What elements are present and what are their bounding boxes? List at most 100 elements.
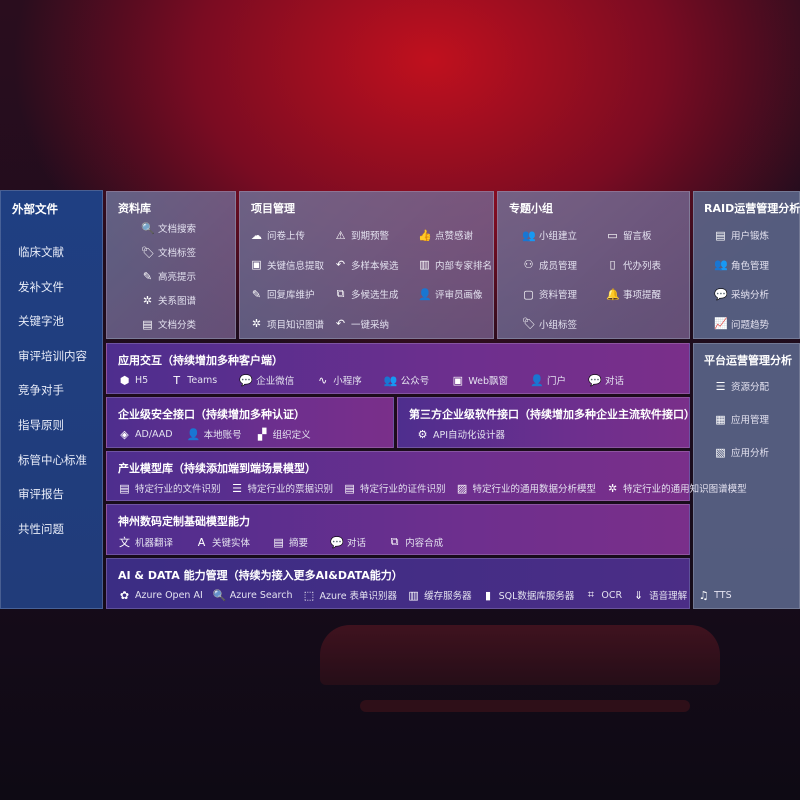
item-group[interactable]: 👥 小组建立 <box>522 228 577 243</box>
item-cloud-upload[interactable]: ☁ 问卷上传 <box>250 228 306 243</box>
item-chat[interactable]: 💬 对话 <box>588 373 624 388</box>
item-doc-search[interactable]: 🔍 Azure Search <box>213 589 293 602</box>
item-cache[interactable]: ▥ 缓存服务器 <box>407 588 472 603</box>
item-gear[interactable]: ⚙ API自动化设计器 <box>416 427 505 442</box>
item-file[interactable]: ▤ 特定行业的文件识别 <box>118 481 220 496</box>
item-window[interactable]: ▣ 关键信息提取 <box>250 258 324 272</box>
item-label: 内部专家排名 <box>435 260 493 272</box>
item-reply[interactable]: ↶ 多样本候选 <box>334 258 399 272</box>
sidebar-item[interactable]: 发补文件 <box>18 279 64 294</box>
item-graph[interactable]: ✲ 项目知识图谱 <box>250 317 324 331</box>
item-tts[interactable]: ♫ TTS <box>697 589 732 602</box>
item-label: 成员管理 <box>539 260 578 272</box>
sidebar-item[interactable]: 共性问题 <box>18 521 64 536</box>
item-entity[interactable]: A 关键实体 <box>195 535 250 550</box>
item-translate[interactable]: 文机器翻译 <box>118 534 173 550</box>
user-add-icon: ⚇ <box>523 258 534 271</box>
item-graph[interactable]: ✲ 关系图谱 <box>141 293 196 308</box>
item-tag[interactable]: 🏷 小组标签 <box>522 317 577 331</box>
item-wechat[interactable]: 💬 企业微信 <box>239 373 295 388</box>
apps-icon: ▦ <box>715 412 726 426</box>
item-person[interactable]: 👤 评审员画像 <box>418 287 483 302</box>
item-qa[interactable]: 💬 采纳分析 <box>714 287 769 302</box>
item-label: H5 <box>135 374 149 386</box>
item-portal[interactable]: 👤 门户 <box>530 373 566 388</box>
item-label: OCR <box>601 589 623 601</box>
item-chat[interactable]: 💬 对话 <box>330 535 366 550</box>
item-apps[interactable]: ▦ 应用管理 <box>714 412 769 427</box>
item-label: Azure Search <box>229 589 293 601</box>
sidebar-item[interactable]: 指导原则 <box>18 418 64 432</box>
item-graph[interactable]: ✲ 特定行业的通用知识图谱模型 <box>606 481 747 496</box>
item-database[interactable]: ▮ SQL数据库服务器 <box>482 588 574 603</box>
puzzle-icon: ⧉ <box>336 287 345 300</box>
item-teams[interactable]: T Teams <box>170 374 217 387</box>
item-reply[interactable]: ↶ 一键采纳 <box>334 317 389 331</box>
sidebar-item[interactable]: 审评培训内容 <box>18 348 87 363</box>
item-doc[interactable]: ▤ 摘要 <box>272 535 308 550</box>
item-bbs[interactable]: ▭ 留言板 <box>606 228 651 243</box>
item-user-add[interactable]: ⚇ 成员管理 <box>522 258 577 272</box>
item-id-card[interactable]: ▤ 特定行业的证件识别 <box>343 481 445 496</box>
item-id-card[interactable]: ▤ 用户锻炼 <box>714 228 769 243</box>
item-html5[interactable]: ⬢ H5 <box>118 374 149 387</box>
panel-topic-group: 专题小组 👥 小组建立 ▭ 留言板 ⚇ 成员管理 ▯ 代办列表 ▢ 资料管理 🔔 事项提醒 🏷 小组标签 <box>497 191 690 339</box>
item-ranking[interactable]: ▥ 内部专家排名 <box>418 258 492 272</box>
openai-icon: ✿ <box>119 588 130 602</box>
panel-title: 第三方企业级软件接口（持续增加多种企业主流软件接口） <box>409 408 695 421</box>
item-pen[interactable]: ✎ 高亮提示 <box>141 269 196 284</box>
item-openai[interactable]: ✿ Azure Open AI <box>118 589 203 602</box>
item-group[interactable]: 👥 公众号 <box>384 373 430 388</box>
item-doc-search[interactable]: 🔍 文档搜索 <box>141 221 196 236</box>
item-doc-category[interactable]: ▤ 文档分类 <box>141 317 196 332</box>
item-label: 缓存服务器 <box>424 591 472 602</box>
item-ocr[interactable]: ⌗ OCR <box>584 588 622 602</box>
item-clipboard[interactable]: ▯ 代办列表 <box>606 258 661 272</box>
group-icon: 👥 <box>522 228 536 242</box>
graph-icon: ✲ <box>251 317 262 330</box>
thumbs-up-icon: 👍 <box>418 228 432 242</box>
panel-title: 应用交互（持续增加多种客户端） <box>118 354 283 367</box>
item-puzzle[interactable]: ⧉ 内容合成 <box>388 535 443 549</box>
item-label: 问卷上传 <box>267 231 306 242</box>
item-miniprogram[interactable]: ∿ 小程序 <box>316 373 362 388</box>
sidebar-item[interactable]: 临床文献 <box>18 245 64 259</box>
item-diamond[interactable]: ◈ AD/AAD <box>118 428 172 441</box>
item-group[interactable]: 👥 角色管理 <box>714 258 769 272</box>
panel-title: 产业模型库（持续添加端到端场景模型） <box>118 462 316 475</box>
analysis-icon: ▧ <box>715 445 726 459</box>
panel-ziliaoku: 资料库 🔍 文档搜索 🏷 文档标签 ✎ 高亮提示 ✲ 关系图谱 ▤ 文档分类 <box>106 191 236 339</box>
item-label: 内容合成 <box>405 538 444 549</box>
sidebar-item[interactable]: 关键字池 <box>18 314 64 329</box>
item-window[interactable]: ▣ Web飘窗 <box>451 373 508 388</box>
item-folder[interactable]: ▢ 资料管理 <box>522 287 577 302</box>
item-alarm[interactable]: ⚠ 到期预警 <box>334 228 389 243</box>
item-trend[interactable]: 📈 问题趋势 <box>714 317 769 331</box>
panel-title: 项目管理 <box>251 202 295 215</box>
item-chart[interactable]: ▨ 特定行业的通用数据分析模型 <box>456 481 596 496</box>
panel-project-management: 项目管理 ☁ 问卷上传 ⚠ 到期预警 👍 点赞感谢 ▣ 关键信息提取 ↶ 多样本候选 ▥ 内部专家排名… <box>239 191 494 339</box>
item-form[interactable]: ⬚ Azure 表单识别器 <box>302 588 397 603</box>
item-receipt[interactable]: ☰ 特定行业的票据识别 <box>231 481 333 496</box>
sidebar-item[interactable]: 竞争对手 <box>18 383 64 398</box>
item-bell[interactable]: 🔔 事项提醒 <box>606 287 661 302</box>
item-user-lock[interactable]: 👤 本地账号 <box>187 427 242 442</box>
item-checklist[interactable]: ☰ 资源分配 <box>714 379 769 394</box>
item-label: 企业微信 <box>256 376 295 387</box>
sidebar-item[interactable]: 标管中心标准 <box>18 452 87 467</box>
item-edit[interactable]: ✎ 回复库维护 <box>250 287 315 302</box>
item-speech[interactable]: ⇓ 语音理解 <box>632 588 687 603</box>
item-analysis[interactable]: ▧ 应用分析 <box>714 445 769 460</box>
sidebar-item[interactable]: 审评报告 <box>18 487 64 502</box>
item-label: 组织定义 <box>272 430 311 441</box>
item-label: 评审员画像 <box>435 290 483 301</box>
item-org[interactable]: ▞ 组织定义 <box>256 427 311 442</box>
edit-icon: ✎ <box>251 287 262 301</box>
cloud-upload-icon: ☁ <box>251 228 262 242</box>
receipt-icon: ☰ <box>232 481 242 495</box>
ocr-icon: ⌗ <box>587 588 594 601</box>
item-puzzle[interactable]: ⧉ 多候选生成 <box>334 287 399 301</box>
item-thumbs-up[interactable]: 👍 点赞感谢 <box>418 228 473 243</box>
translate-icon: 文 <box>119 536 130 549</box>
item-tag[interactable]: 🏷 文档标签 <box>141 245 196 260</box>
